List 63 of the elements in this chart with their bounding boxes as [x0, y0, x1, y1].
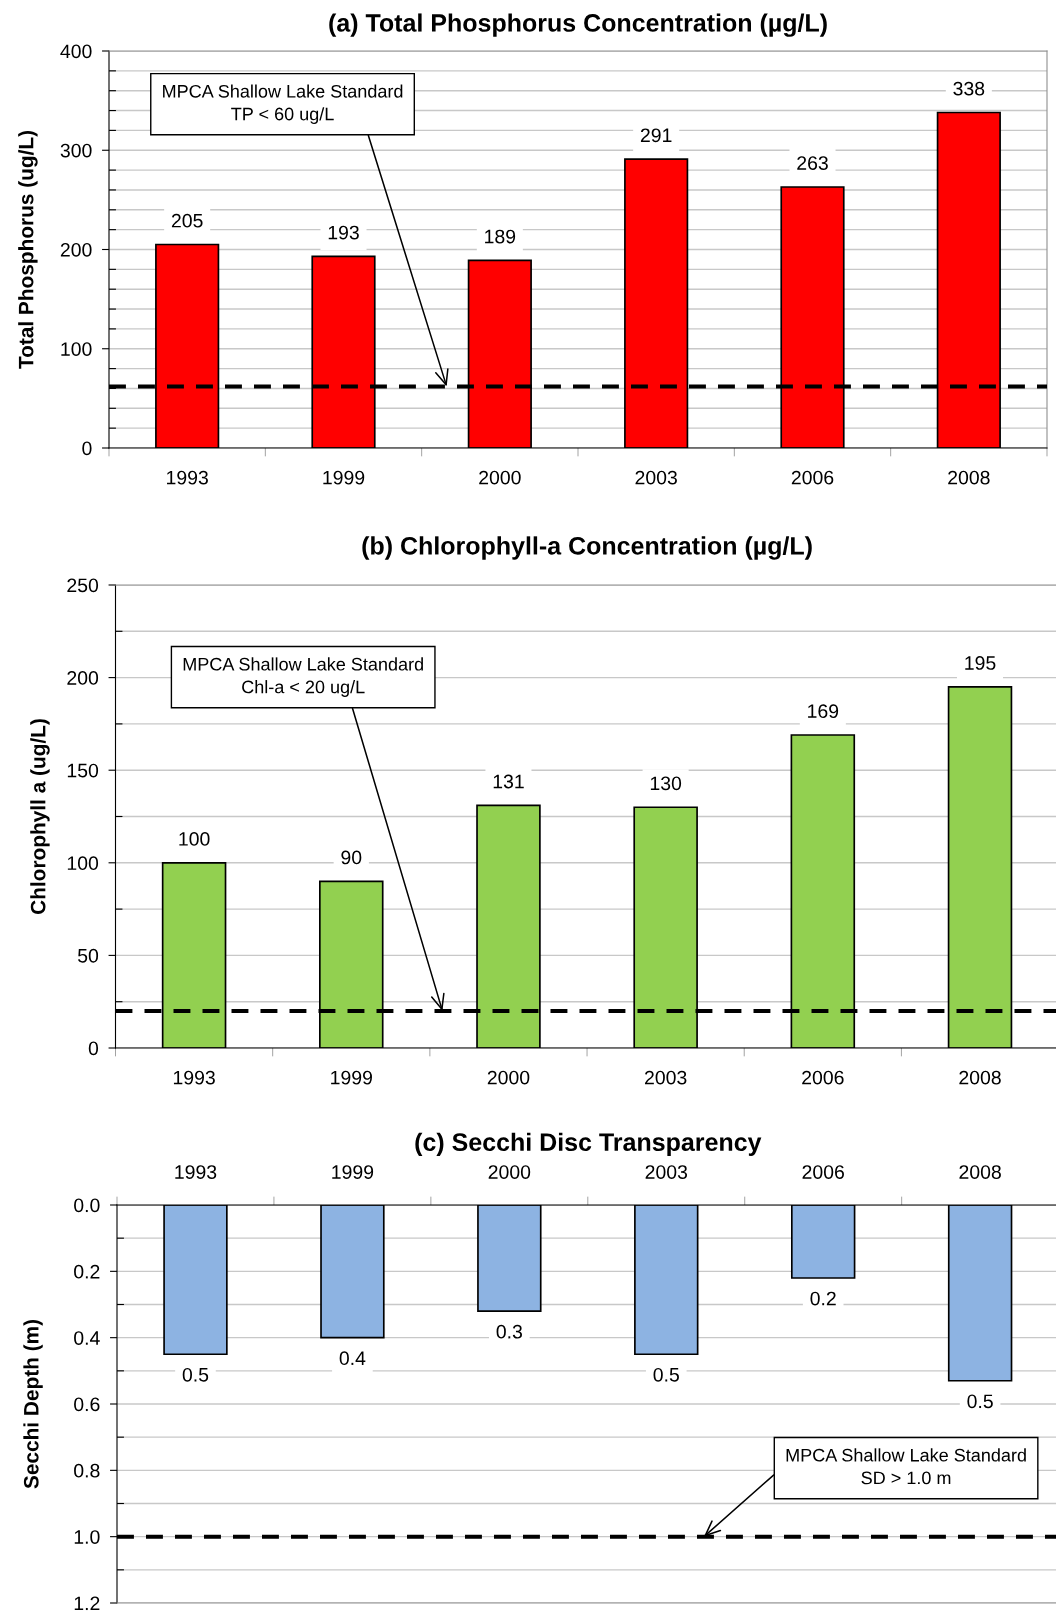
y-tick-label: 200 [60, 242, 92, 257]
data-label: 130 [650, 776, 682, 791]
y-tick-label: 0.8 [74, 1463, 100, 1478]
data-label: 0.3 [496, 1324, 522, 1339]
x-tick-label: 1993 [175, 1165, 217, 1179]
y-tick-label: 0.0 [74, 1198, 100, 1213]
data-label: 90 [341, 850, 362, 865]
y-tick-label: 0.6 [74, 1397, 100, 1412]
x-tick-label: 2003 [644, 1070, 687, 1085]
x-tick-label: 2008 [959, 1070, 1001, 1085]
y-tick-label: 0 [82, 441, 92, 456]
y-tick-label: 0.2 [74, 1264, 100, 1279]
x-tick-label: 2000 [487, 1070, 530, 1085]
data-label: 0.2 [810, 1291, 836, 1306]
y-axis-title: Total Phosphorus (ug/L) [18, 130, 38, 369]
y-tick-label: 100 [67, 856, 99, 871]
y-tick-label: 200 [67, 671, 99, 685]
data-label: 263 [797, 156, 828, 170]
y-axis-title: Chlorophyll a (ug/L) [30, 719, 50, 914]
x-tick-label: 2006 [802, 1165, 844, 1179]
x-tick-label: 2006 [802, 1070, 844, 1085]
data-label: 195 [965, 656, 996, 670]
data-label: 0.5 [967, 1394, 993, 1409]
data-label: 100 [179, 832, 210, 846]
data-label: 0.5 [182, 1367, 209, 1382]
data-label: 205 [171, 213, 203, 228]
y-tick-label: 300 [60, 143, 92, 158]
x-tick-label: 1993 [167, 470, 208, 485]
x-tick-label: 2003 [645, 1165, 688, 1179]
x-tick-label: 1999 [323, 470, 365, 485]
x-tick-label: 2000 [479, 470, 521, 485]
y-tick-label: 1.2 [74, 1596, 100, 1611]
data-label: 338 [953, 81, 985, 96]
y-tick-label: 1.0 [74, 1530, 100, 1544]
data-label: 0.4 [339, 1351, 366, 1366]
x-tick-label: 2006 [791, 470, 834, 485]
ref-line-label: MPCA Shallow Lake Standard TP < 60 ug/L [163, 84, 403, 124]
x-tick-label: 2008 [948, 470, 990, 485]
chart-title: (a) Total Phosphorus Concentration (µg/L) [329, 13, 827, 37]
y-tick-label: 100 [61, 342, 92, 356]
y-tick-label: 400 [60, 44, 92, 59]
ref-line-label: MPCA Shallow Lake Standard Chl-a < 20 ug/L [183, 657, 423, 697]
ref-line-label: MPCA Shallow Lake Standard SD > 1.0 m [786, 1448, 1026, 1485]
data-label: 189 [485, 229, 516, 244]
chart-title: (c) Secchi Disc Transparency [415, 1132, 762, 1156]
y-tick-label: 50 [77, 948, 99, 963]
y-tick-label: 0 [88, 1041, 99, 1056]
x-tick-label: 1999 [332, 1165, 374, 1179]
y-axis-title: Secchi Depth (m) [23, 1319, 43, 1489]
data-label: 169 [808, 704, 839, 719]
data-label: 0.5 [653, 1367, 679, 1382]
x-tick-label: 1999 [331, 1070, 372, 1085]
data-label: 291 [640, 128, 672, 143]
data-label: 131 [493, 774, 524, 789]
x-tick-label: 1993 [173, 1070, 215, 1085]
data-label: 193 [328, 225, 359, 240]
chart-title: (b) Chlorophyll-a Concentration (µg/L) [362, 536, 812, 560]
y-tick-label: 150 [67, 763, 99, 778]
x-tick-label: 2003 [635, 470, 677, 485]
y-tick-label: 0.4 [74, 1331, 100, 1345]
y-tick-label: 250 [67, 578, 99, 593]
x-tick-label: 2000 [488, 1165, 531, 1179]
x-tick-label: 2008 [959, 1165, 1001, 1179]
